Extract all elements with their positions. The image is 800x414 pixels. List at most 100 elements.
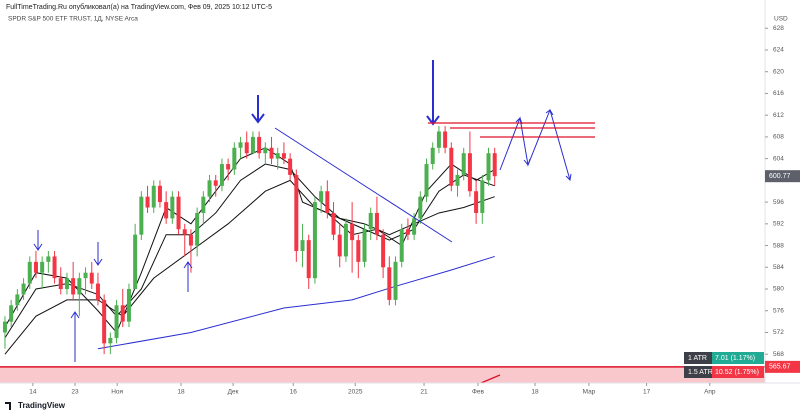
candle-body <box>250 136 255 154</box>
candle-body <box>486 153 491 181</box>
candle-body <box>300 240 305 251</box>
price-tag <box>765 170 800 183</box>
candle-body <box>374 212 379 235</box>
candle-body <box>120 305 125 322</box>
candle-body <box>281 153 286 159</box>
candle-body <box>257 136 262 154</box>
logo: TradingView <box>18 401 66 410</box>
moving-average <box>4 179 495 355</box>
candle-body <box>77 278 82 295</box>
y-tick-label: 576 <box>773 307 784 314</box>
candle-body <box>418 196 423 219</box>
x-tick-label: Ноя <box>111 389 123 396</box>
candle-body <box>15 294 20 306</box>
price-tag <box>765 360 800 373</box>
x-tick-label: 17 <box>643 389 651 396</box>
x-tick-label: 18 <box>531 389 539 396</box>
atr-box <box>684 366 712 378</box>
candle-body <box>319 191 324 203</box>
arrow-down <box>33 230 43 251</box>
moving-average <box>97 255 495 350</box>
y-tick-label: 572 <box>773 329 784 336</box>
candle-body <box>381 234 386 268</box>
candle-body <box>480 180 485 213</box>
x-tick-label: Дек <box>228 389 239 396</box>
candle-body <box>201 196 206 213</box>
candle-body <box>269 147 274 159</box>
candle-body <box>331 212 336 235</box>
arrow-up <box>183 261 193 292</box>
atr-box <box>712 366 764 378</box>
y-tick-label: 620 <box>773 68 784 75</box>
candle-body <box>102 299 107 344</box>
atr-box <box>712 352 764 364</box>
candle-body <box>89 272 94 284</box>
atr-value: 7.01 (1.17%) <box>715 355 755 362</box>
trend-line <box>274 127 453 243</box>
candle-body <box>52 256 57 279</box>
drawings <box>33 60 572 362</box>
atr-value: 10.52 (1.75%) <box>715 369 759 376</box>
candle-body <box>139 196 144 235</box>
x-tick-label: 21 <box>420 389 428 396</box>
publisher: FullTimeTrading.Ru опубликовал(а) на Tra… <box>6 3 272 11</box>
candle-body <box>368 212 373 230</box>
candle-body <box>343 223 348 257</box>
candle-body <box>126 289 131 322</box>
candle-body <box>108 337 113 344</box>
x-tick-label: Фев <box>472 389 485 396</box>
y-tick-label: 624 <box>773 47 784 54</box>
arrow-up <box>70 311 80 362</box>
y-tick-label: 592 <box>773 221 784 228</box>
atr-box <box>684 352 712 364</box>
candle-body <box>356 240 361 262</box>
candle-body <box>405 229 410 235</box>
candle-body <box>232 147 237 170</box>
candle-body <box>133 234 138 290</box>
candle-body <box>467 153 472 192</box>
candle-body <box>195 212 200 246</box>
candle-body <box>362 229 367 262</box>
candle-body <box>436 131 441 148</box>
candle-body <box>461 153 466 175</box>
x-tick-label: 16 <box>290 389 298 396</box>
symbol: SPDR S&P 500 ETF TRUST, 1Д, NYSE Arca <box>8 16 138 23</box>
arrow-down <box>251 95 265 124</box>
y-tick-label: 596 <box>773 199 784 206</box>
candle-body <box>412 218 417 235</box>
arrow-down <box>426 60 440 126</box>
candle-body <box>244 142 249 154</box>
candle-body <box>294 174 299 251</box>
levels <box>428 122 595 384</box>
arrow-down <box>93 242 103 266</box>
candle-body <box>387 267 392 300</box>
candle-body <box>46 256 51 262</box>
candle-body <box>207 180 212 197</box>
x-tick-label: Апр <box>704 389 716 396</box>
candle-body <box>27 261 32 284</box>
candle-body <box>64 278 69 290</box>
candle-body <box>213 180 218 186</box>
candle-body <box>2 321 7 333</box>
candle-body <box>424 164 429 197</box>
candle-body <box>188 234 193 246</box>
candle-body <box>238 142 243 148</box>
candle-body <box>182 229 187 235</box>
y-tick-label: 616 <box>773 90 784 97</box>
candle-body <box>114 305 119 338</box>
y-tick-label: 568 <box>773 351 784 358</box>
candle-body <box>399 229 404 262</box>
atr-label: 1.5 ATR <box>688 369 713 376</box>
candle-body <box>443 131 448 148</box>
y-tick-label: 608 <box>773 134 784 141</box>
candle-body <box>337 234 342 257</box>
currency: USD <box>774 16 788 23</box>
candle-body <box>151 185 156 208</box>
candle-body <box>83 272 88 279</box>
candle-body <box>430 147 435 165</box>
candle-body <box>33 261 38 273</box>
level-line <box>480 374 501 384</box>
candle-body <box>350 223 355 241</box>
